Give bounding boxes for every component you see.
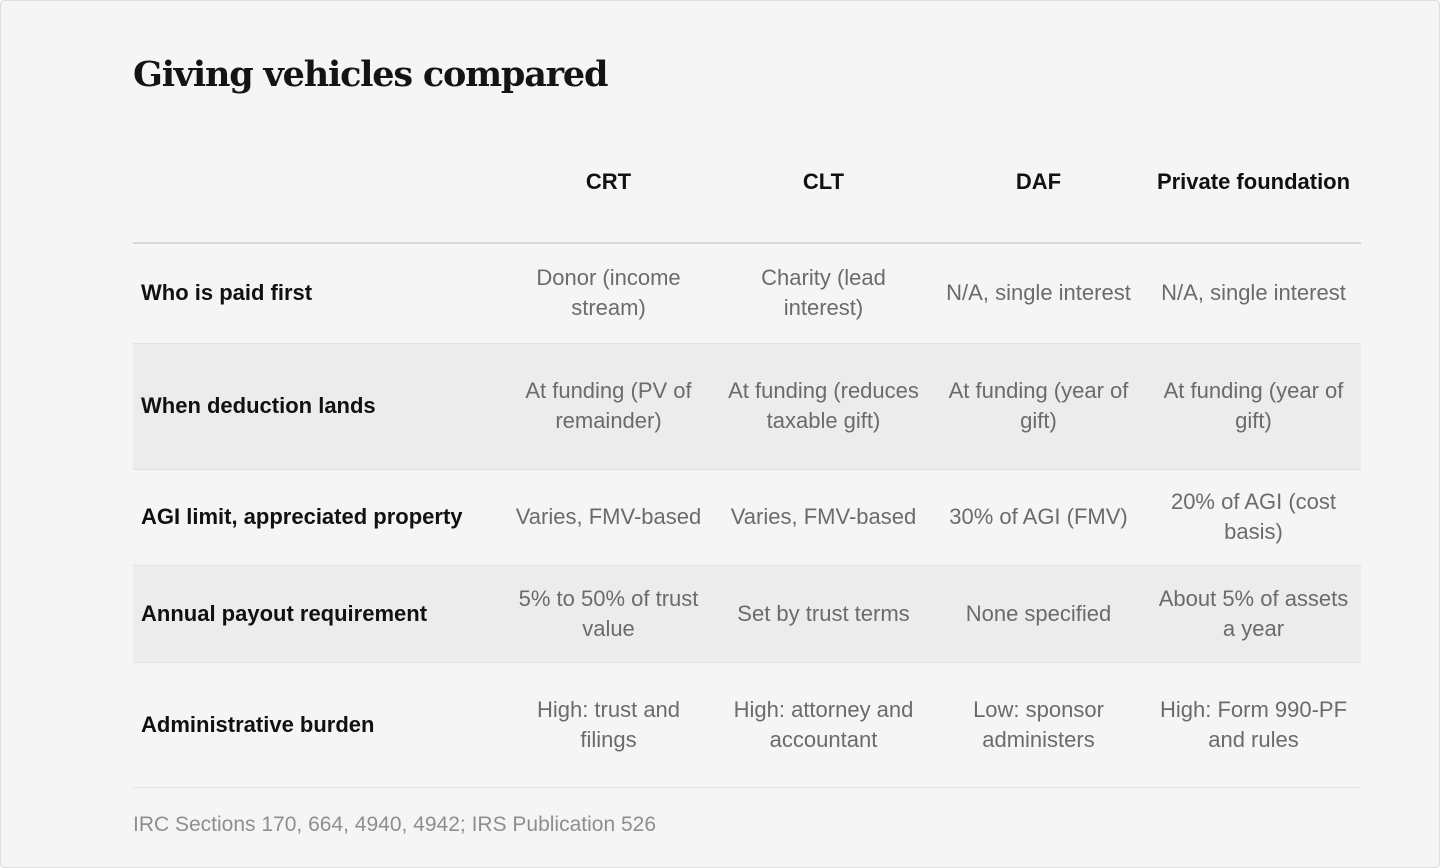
table-cell: Varies, FMV-based [515, 504, 702, 529]
row-label: Annual payout requirement [141, 600, 428, 626]
table-cell: Varies, FMV-based [730, 504, 917, 529]
table-cell: Low: sponsor administers [973, 696, 1104, 752]
table-cell: At funding (year of gift) [1163, 378, 1344, 433]
row-label: Administrative burden [141, 711, 375, 737]
row-label: AGI limit, appreciated property [141, 504, 463, 529]
row-label: When deduction lands [141, 393, 376, 418]
table-cell: Charity (lead interest) [761, 265, 886, 321]
table-row: Who is paid first Donor (income stream) … [133, 243, 1361, 343]
page-title: Giving vehicles compared [133, 54, 608, 95]
table-cell: At funding (reduces taxable gift) [728, 378, 919, 433]
table-cell: High: attorney and accountant [733, 696, 914, 752]
table-cell: 5% to 50% of trust value [518, 585, 699, 641]
table-row: Annual payout requirement 5% to 50% of t… [133, 565, 1361, 662]
table-cell: N/A, single interest [1161, 280, 1346, 306]
row-label: Who is paid first [141, 280, 313, 306]
header-corner [133, 141, 501, 244]
table-cell: At funding (year of gift) [948, 378, 1129, 433]
table-row: Administrative burden High: trust and fi… [133, 662, 1361, 787]
table-cell: High: trust and filings [536, 696, 681, 752]
table-cell: None specified [965, 600, 1112, 626]
table-cell: N/A, single interest [946, 280, 1131, 306]
table-cell: 30% of AGI (FMV) [949, 504, 1128, 529]
table-cell: 20% of AGI (cost basis) [1170, 489, 1337, 544]
column-header-private-foundation: Private foundation [1146, 141, 1361, 244]
table-row: When deduction lands At funding (PV of r… [133, 343, 1361, 469]
column-header-clt: CLT [716, 141, 931, 244]
column-header-crt: CRT [501, 141, 716, 244]
comparison-table: CRT CLT DAF Private foundation Who is pa… [133, 141, 1361, 788]
table-cell: Set by trust terms [737, 600, 910, 626]
table-header-row: CRT CLT DAF Private foundation [133, 141, 1361, 244]
source-note: IRC Sections 170, 664, 4940, 4942; IRS P… [133, 813, 657, 836]
table-cell: At funding (PV of remainder) [525, 378, 692, 433]
table-cell: About 5% of assets a year [1158, 585, 1349, 641]
table-cell: Donor (income stream) [536, 265, 681, 321]
table-row: AGI limit, appreciated property Varies, … [133, 469, 1361, 565]
table-cell: High: Form 990-PF and rules [1159, 696, 1348, 752]
column-header-daf: DAF [931, 141, 1146, 244]
